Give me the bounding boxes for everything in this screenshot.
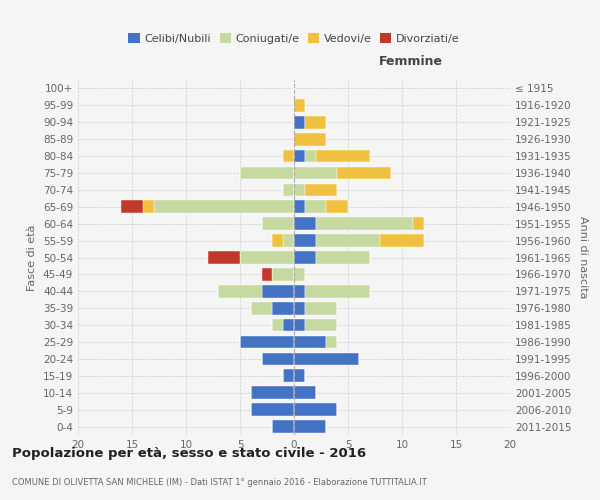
Bar: [294, 218, 316, 230]
Bar: [251, 302, 272, 314]
Bar: [337, 166, 391, 179]
Bar: [262, 218, 294, 230]
Bar: [294, 302, 305, 314]
Bar: [154, 200, 294, 213]
Bar: [294, 200, 305, 213]
Bar: [272, 234, 283, 247]
Bar: [305, 319, 337, 332]
Bar: [305, 200, 326, 213]
Bar: [294, 184, 305, 196]
Bar: [413, 218, 424, 230]
Bar: [294, 319, 305, 332]
Bar: [283, 370, 294, 382]
Text: Popolazione per età, sesso e stato civile - 2016: Popolazione per età, sesso e stato civil…: [12, 448, 366, 460]
Bar: [294, 370, 305, 382]
Bar: [121, 200, 143, 213]
Bar: [262, 352, 294, 366]
Bar: [305, 302, 337, 314]
Bar: [143, 200, 154, 213]
Bar: [316, 150, 370, 162]
Bar: [272, 319, 283, 332]
Bar: [305, 184, 337, 196]
Bar: [283, 234, 294, 247]
Bar: [316, 218, 413, 230]
Bar: [294, 268, 305, 280]
Bar: [305, 285, 370, 298]
Bar: [316, 234, 380, 247]
Bar: [294, 352, 359, 366]
Bar: [316, 251, 370, 264]
Y-axis label: Fasce di età: Fasce di età: [28, 224, 37, 290]
Bar: [294, 420, 326, 433]
Bar: [262, 285, 294, 298]
Bar: [272, 420, 294, 433]
Bar: [305, 150, 316, 162]
Bar: [294, 150, 305, 162]
Bar: [294, 166, 337, 179]
Bar: [294, 336, 326, 348]
Y-axis label: Anni di nascita: Anni di nascita: [578, 216, 588, 298]
Bar: [305, 116, 326, 128]
Bar: [326, 336, 337, 348]
Bar: [240, 166, 294, 179]
Legend: Celibi/Nubili, Coniugati/e, Vedovi/e, Divorziati/e: Celibi/Nubili, Coniugati/e, Vedovi/e, Di…: [124, 29, 464, 48]
Bar: [272, 268, 294, 280]
Bar: [240, 336, 294, 348]
Bar: [208, 251, 240, 264]
Bar: [294, 404, 337, 416]
Bar: [294, 285, 305, 298]
Bar: [294, 99, 305, 112]
Bar: [283, 184, 294, 196]
Bar: [326, 200, 348, 213]
Bar: [283, 150, 294, 162]
Bar: [262, 268, 272, 280]
Bar: [294, 386, 316, 399]
Bar: [218, 285, 262, 298]
Bar: [283, 319, 294, 332]
Text: Femmine: Femmine: [379, 54, 443, 68]
Bar: [251, 404, 294, 416]
Bar: [294, 116, 305, 128]
Bar: [272, 302, 294, 314]
Bar: [251, 386, 294, 399]
Bar: [380, 234, 424, 247]
Bar: [294, 251, 316, 264]
Text: COMUNE DI OLIVETTA SAN MICHELE (IM) - Dati ISTAT 1° gennaio 2016 - Elaborazione : COMUNE DI OLIVETTA SAN MICHELE (IM) - Da…: [12, 478, 427, 487]
Bar: [294, 133, 326, 145]
Bar: [240, 251, 294, 264]
Bar: [294, 234, 316, 247]
